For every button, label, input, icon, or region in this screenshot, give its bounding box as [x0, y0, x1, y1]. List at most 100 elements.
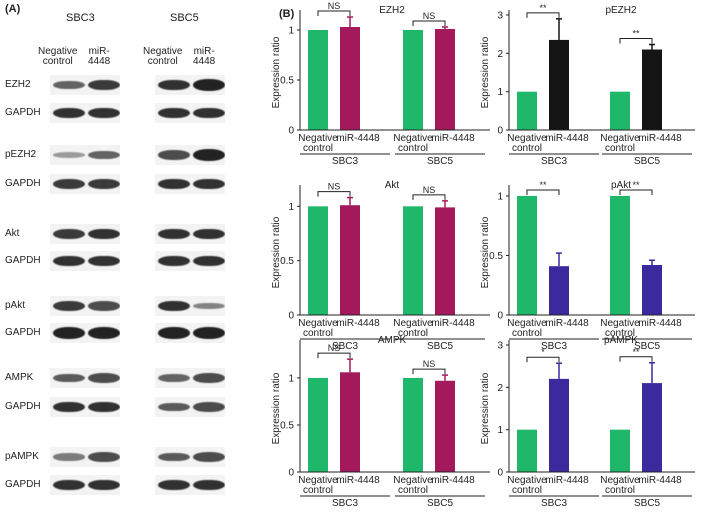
blot-pakt-sbc3: [50, 296, 120, 316]
blot-gapdh-sbc3: [50, 323, 120, 343]
significance-label: **: [539, 3, 547, 13]
significance-label: NS: [423, 185, 436, 195]
chart-title-akt: Akt: [385, 180, 400, 191]
blot-pakt-sbc5: [155, 296, 225, 316]
x-category-label: control: [303, 143, 333, 154]
blot-band: [158, 107, 190, 119]
significance-bracket: [412, 194, 446, 200]
blot-band: [53, 152, 85, 158]
blot-pezh2-sbc3: [50, 145, 120, 165]
blot-gapdh-sbc5: [155, 323, 225, 343]
significance-bracket: [412, 20, 446, 26]
significance-label: NS: [423, 359, 436, 369]
y-tick-label: 2: [497, 49, 503, 60]
blot-band: [88, 228, 120, 240]
significance-bracket: [619, 38, 653, 44]
group-label-sbc5: SBC5: [634, 341, 661, 352]
blot-band: [88, 373, 120, 383]
bar-pampk-sbc3-mir-4448: [549, 378, 569, 472]
blot-label-pampk: pAMPK: [5, 451, 39, 462]
blot-band: [53, 80, 85, 90]
blot-band: [53, 178, 85, 190]
blot-band: [53, 255, 85, 267]
y-tick-label: 1: [497, 191, 503, 202]
blot-pampk-sbc5: [155, 447, 225, 467]
significance-bracket: [317, 10, 351, 16]
blot-label-ampk: AMPK: [5, 372, 34, 383]
blot-gapdh-sbc3: [50, 174, 120, 194]
x-category-label: Negative: [600, 318, 640, 329]
blot-band: [53, 107, 85, 119]
bar-ampk-sbc5-mir-4448: [435, 380, 455, 472]
x-category-label: control: [605, 143, 635, 154]
blot-band: [193, 327, 225, 339]
cell-line-sbc3: SBC3: [66, 12, 95, 24]
mir-lane-text: miR- 4448: [193, 46, 216, 67]
bar-ezh2-sbc5-mir-4448: [435, 29, 455, 130]
bar-pakt-sbc3-mir-4448: [549, 266, 569, 315]
blot-akt-sbc3: [50, 224, 120, 244]
bar-ampk-sbc3-negative-control: [308, 377, 328, 472]
significance-label: NS: [328, 182, 341, 192]
lane-label-mir-4448-sbc3: miR- 4448: [88, 47, 110, 67]
blot-label-gapdh: GAPDH: [5, 327, 41, 338]
y-axis-label: Expression ratio: [480, 36, 491, 108]
blot-label-gapdh: GAPDH: [5, 178, 41, 189]
x-category-label: miR-4448: [638, 475, 682, 486]
y-tick-label: 1: [288, 202, 294, 213]
blot-label-gapdh: GAPDH: [5, 107, 41, 118]
bar-ampk-sbc5-negative-control: [403, 377, 423, 472]
x-category-label: miR-4448: [545, 475, 589, 486]
blot-band: [193, 79, 225, 91]
blot-gapdh-sbc5: [155, 103, 225, 123]
bar-pakt-sbc5-negative-control: [610, 195, 630, 315]
bar-ezh2-sbc3-negative-control: [308, 30, 328, 130]
x-category-label: Negative: [298, 475, 338, 486]
bar-pakt-sbc5-mir-4448: [642, 265, 662, 315]
significance-bracket: [526, 356, 560, 363]
negative-lane-text: Negative control: [38, 46, 78, 67]
x-category-label: Negative: [393, 475, 433, 486]
x-category-label: Negative: [600, 475, 640, 486]
blot-pezh2-sbc5: [155, 145, 225, 165]
x-category-label: Negative: [507, 318, 547, 329]
blot-gapdh-sbc3: [50, 475, 120, 495]
bar-pampk-sbc3-negative-control: [517, 429, 537, 472]
x-category-label: control: [398, 143, 428, 154]
blot-gapdh-sbc5: [155, 475, 225, 495]
bar-ezh2-sbc3-mir-4448: [340, 27, 360, 130]
blot-band: [158, 452, 190, 462]
blot-gapdh-sbc3: [50, 103, 120, 123]
x-category-label: Negative: [507, 133, 547, 144]
blot-band: [193, 479, 225, 491]
blot-label-pezh2: pEZH2: [5, 149, 37, 160]
group-label-sbc3: SBC3: [541, 498, 568, 509]
blot-band: [88, 452, 120, 462]
x-category-label: Negative: [393, 318, 433, 329]
lane-label-mir-4448-sbc5: miR- 4448: [193, 47, 215, 67]
bar-pampk-sbc5-negative-control: [610, 429, 630, 472]
blot-pampk-sbc3: [50, 447, 120, 467]
blot-label-akt: Akt: [5, 228, 20, 239]
y-tick-label: 0: [288, 468, 294, 479]
x-category-label: control: [605, 485, 635, 496]
blot-band: [88, 79, 120, 91]
y-axis-label: Expression ratio: [480, 216, 491, 288]
group-label-sbc3: SBC3: [541, 341, 568, 352]
blot-band: [193, 452, 225, 462]
group-label-sbc3: SBC3: [332, 341, 359, 352]
group-label-sbc5: SBC5: [634, 156, 661, 167]
y-tick-label: 1: [497, 425, 503, 436]
bar-pezh2-sbc3-mir-4448: [549, 39, 569, 130]
bar-pakt-sbc3-negative-control: [517, 195, 537, 315]
blot-band: [193, 255, 225, 267]
significance-label: **: [632, 347, 640, 357]
x-category-label: miR-4448: [431, 133, 475, 144]
blot-gapdh-sbc5: [155, 397, 225, 417]
significance-label: NS: [328, 1, 341, 11]
blot-label-gapdh: GAPDH: [5, 401, 41, 412]
x-category-label: control: [398, 328, 428, 339]
y-tick-label: 0.5: [280, 256, 294, 267]
y-axis-label: Expression ratio: [271, 216, 282, 288]
